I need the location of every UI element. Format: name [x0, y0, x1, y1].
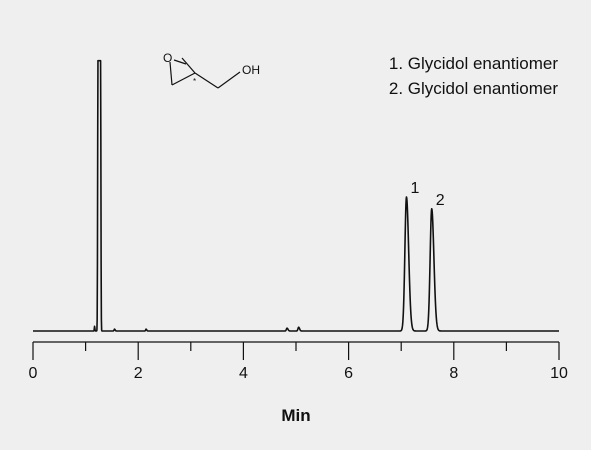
x-tick-label: 4 [239, 365, 248, 382]
x-tick-label: 8 [449, 365, 458, 382]
x-axis-title: Min [281, 406, 310, 425]
x-tick-label: 2 [134, 365, 143, 382]
peak-labels: 12 [410, 180, 444, 209]
chromatogram-trace [32, 59, 560, 332]
x-axis-ticks: 0 2 4 6 8 10 [29, 342, 568, 382]
x-tick-label: 0 [29, 365, 38, 382]
x-tick-label: 6 [344, 365, 353, 382]
structure-atom-oh: OH [242, 63, 260, 77]
structure-stereo-mark: * [193, 77, 196, 86]
legend-entry-2: 2. Glycidol enantiomer [388, 79, 558, 98]
structure-atom-o: O [163, 51, 172, 65]
peak-label-1: 1 [410, 180, 419, 197]
legend-entry-1: 1. Glycidol enantiomer [388, 54, 558, 73]
peak-label-2: 2 [436, 192, 445, 209]
glycidol-structure-icon: O OH * [163, 51, 260, 89]
x-tick-label: 10 [550, 365, 568, 382]
